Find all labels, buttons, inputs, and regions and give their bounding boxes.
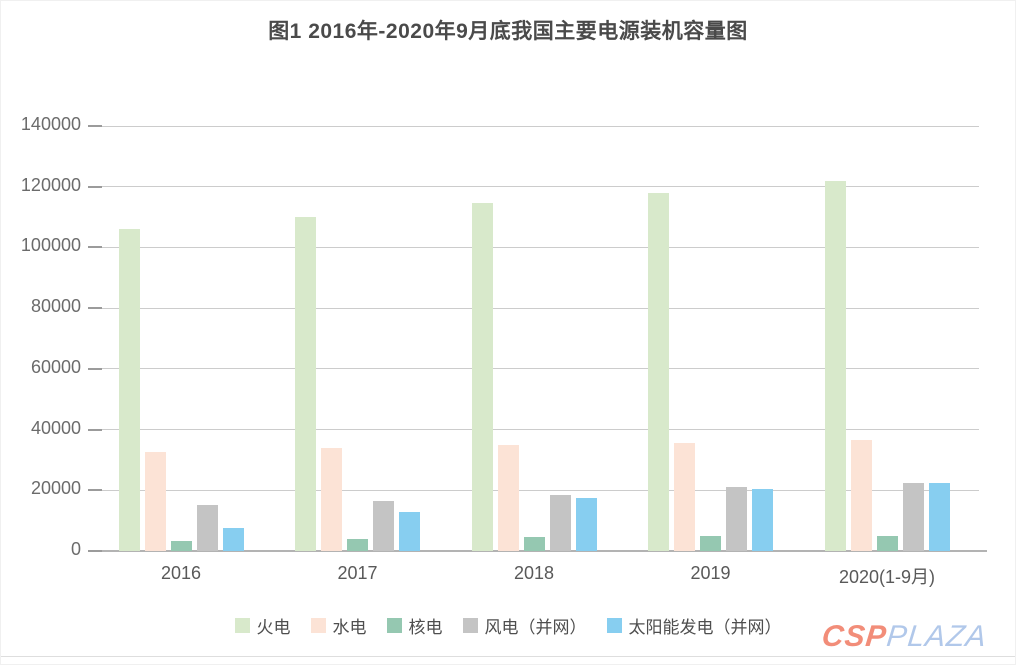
bar-水电-2018 [497, 444, 519, 551]
y-axis-label: 0 [70, 539, 81, 559]
x-axis-label: 2018 [513, 563, 555, 583]
legend-label: 风电（并网） [484, 618, 587, 637]
legend-swatch-icon [606, 618, 622, 633]
bar-核电-2019 [700, 536, 721, 551]
gridline [88, 246, 979, 248]
y-axis-label: 120000 [20, 174, 81, 195]
legend-label: 火电 [256, 618, 291, 637]
watermark-plaza: PLAZA [885, 620, 989, 653]
legend-swatch-icon [310, 618, 326, 633]
y-axis-label: 80000 [30, 296, 81, 317]
x-axis-line [99, 550, 987, 552]
bar-风电（并网）-2020(1-9月) [902, 483, 924, 551]
y-axis-label: 100000 [20, 235, 81, 256]
y-axis-tick [88, 185, 102, 188]
legend-swatch-icon [386, 618, 402, 633]
bar-核电-2017 [347, 539, 368, 551]
legend-label: 水电 [332, 618, 367, 637]
bar-火电-2020(1-9月) [824, 180, 846, 551]
x-axis-label: 2017 [337, 563, 378, 583]
bar-风电（并网）-2017 [373, 501, 394, 551]
bar-水电-2017 [321, 447, 342, 551]
gridline [88, 307, 979, 309]
y-axis-tick [88, 489, 102, 492]
legend-swatch-icon [462, 618, 478, 633]
legend-item: 风电（并网） [462, 613, 587, 638]
y-axis-tick [88, 125, 102, 127]
y-axis-tick [88, 307, 102, 310]
legend-item: 太阳能发电（并网） [606, 613, 782, 638]
bar-火电-2016 [118, 229, 140, 551]
y-axis-label: 20000 [30, 478, 81, 499]
gridline [88, 125, 979, 127]
y-axis-tick [88, 550, 102, 552]
bar-核电-2016 [170, 540, 192, 551]
legend: 火电 水电 核电 风电（并网） 太阳能发电（并网） [1, 613, 1015, 638]
legend-item: 核电 [386, 613, 443, 638]
gridline [88, 489, 979, 491]
bar-太阳能发电（并网）-2020(1-9月) [928, 483, 950, 551]
y-axis-tick [88, 246, 102, 249]
bar-水电-2016 [144, 452, 166, 551]
bar-水电-2020(1-9月) [850, 440, 872, 551]
bar-水电-2019 [674, 442, 695, 551]
chart-title: 图1 2016年-2020年9月底我国主要电源装机容量图 [268, 20, 748, 43]
cspplaza-watermark: CSPPLAZA [820, 620, 989, 654]
gridline [88, 186, 979, 188]
bar-核电-2020(1-9月) [876, 535, 898, 551]
bar-风电（并网）-2018 [549, 495, 571, 551]
y-axis-label: 40000 [30, 417, 81, 438]
bar-太阳能发电（并网）-2016 [222, 527, 244, 551]
gridline [88, 368, 979, 370]
bar-风电（并网）-2019 [726, 487, 747, 551]
gridline [88, 429, 979, 431]
legend-item: 火电 [234, 613, 291, 638]
x-axis-label: 2020(1-9月) [838, 567, 936, 587]
bar-太阳能发电（并网）-2017 [399, 511, 420, 551]
plot-area: 0 20000 40000 60000 80000 100000 120000 140000 2… [21, 114, 987, 587]
bar-太阳能发电（并网）-2018 [575, 497, 597, 551]
legend-item: 水电 [310, 613, 367, 638]
y-axis-label: 140000 [20, 114, 81, 134]
bar-太阳能发电（并网）-2019 [752, 489, 773, 551]
legend-swatch-icon [234, 618, 250, 633]
y-axis-tick [88, 367, 102, 370]
bar-火电-2018 [471, 203, 493, 551]
bar-风电（并网）-2016 [196, 505, 218, 551]
watermark-csp: CSP [820, 620, 889, 653]
y-axis-tick [88, 428, 102, 431]
y-axis-label: 60000 [30, 356, 81, 377]
x-axis-label: 2016 [160, 563, 202, 583]
x-axis-label: 2019 [690, 563, 731, 583]
legend-label: 太阳能发电（并网） [628, 618, 782, 637]
bar-火电-2019 [648, 192, 669, 551]
bar-火电-2017 [295, 217, 316, 551]
bottom-divider [1, 656, 1015, 657]
legend-label: 核电 [408, 618, 443, 637]
bar-核电-2018 [523, 537, 545, 551]
